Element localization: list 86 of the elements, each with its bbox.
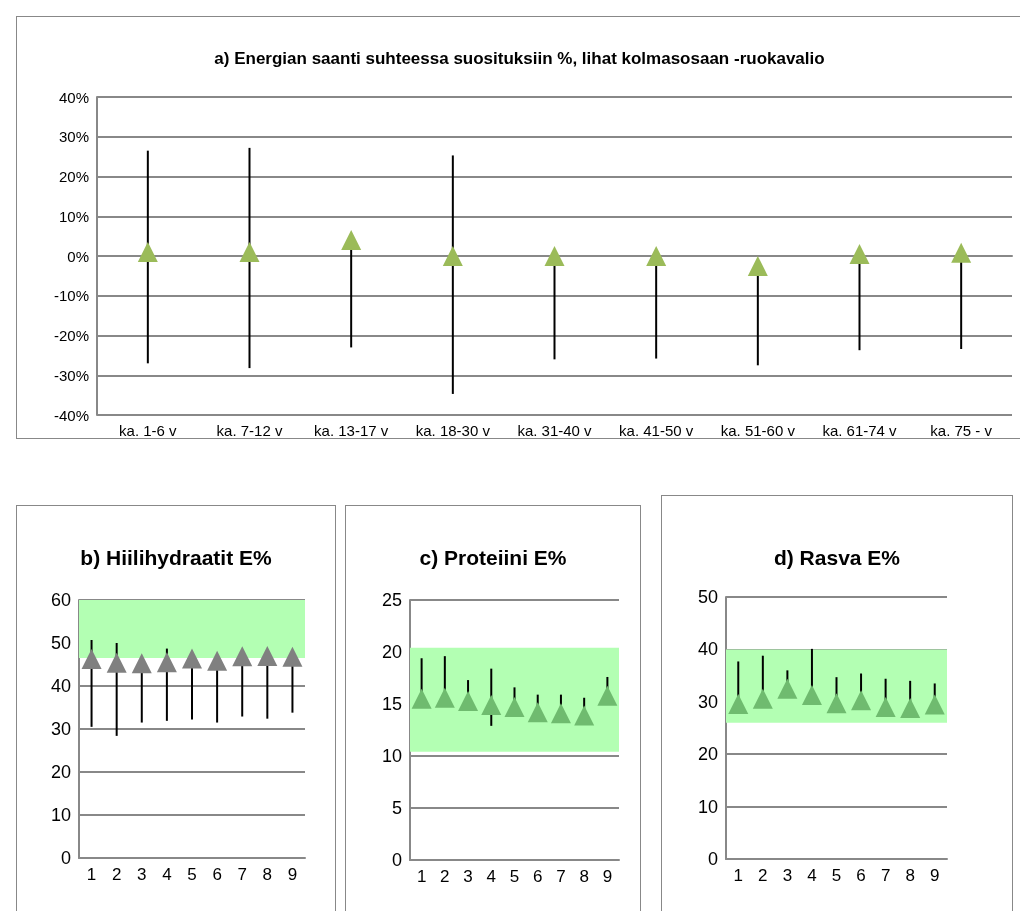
point xyxy=(851,690,872,711)
y-tick-label: 20 xyxy=(381,642,402,662)
x-tick-label: 1 xyxy=(733,866,744,885)
x-tick-label: ka. 41-50 v xyxy=(619,422,694,439)
chart-title: c) Proteiini E% xyxy=(419,546,567,569)
x-tick-label: 7 xyxy=(880,866,891,885)
point xyxy=(728,693,749,714)
x-tick-label: 1 xyxy=(86,865,97,884)
y-tick-label: 20 xyxy=(697,744,718,765)
point xyxy=(411,688,432,709)
point xyxy=(527,702,548,723)
y-tick-label: 30 xyxy=(50,719,71,739)
x-tick-label: 5 xyxy=(187,865,197,884)
y-tick-label: 0% xyxy=(67,247,89,265)
point xyxy=(434,687,455,708)
y-tick-label: 50 xyxy=(697,587,718,607)
x-tick-label: 5 xyxy=(831,866,842,885)
x-tick-label: 4 xyxy=(486,867,497,886)
x-tick-label: 3 xyxy=(463,867,473,886)
x-tick-label: 9 xyxy=(602,867,613,886)
x-tick-label: 7 xyxy=(556,867,566,886)
x-tick-label: 3 xyxy=(137,865,147,884)
y-tick-label: 0 xyxy=(391,850,402,870)
x-tick-label: ka. 13-17 v xyxy=(314,422,389,439)
y-tick-label: 10 xyxy=(381,746,402,766)
x-tick-label: 8 xyxy=(262,865,273,884)
x-tick-label: ka. 31-40 v xyxy=(517,422,593,439)
point xyxy=(875,697,896,718)
x-tick-label: ka. 51-60 v xyxy=(720,422,796,439)
y-tick-label: 0 xyxy=(707,849,718,869)
x-tick-label: 6 xyxy=(212,865,222,884)
x-tick-label: 2 xyxy=(111,865,122,884)
y-tick-label: 25 xyxy=(381,590,402,610)
y-tick-label: 10 xyxy=(697,796,718,817)
point xyxy=(801,684,822,705)
y-tick-label: -40% xyxy=(53,406,89,424)
x-tick-label: 9 xyxy=(287,865,298,884)
y-tick-label: 40 xyxy=(50,676,71,696)
x-tick-label: 1 xyxy=(416,867,427,886)
y-tick-label: -20% xyxy=(53,327,89,344)
y-tick-label: 5 xyxy=(391,798,402,818)
x-tick-label: 5 xyxy=(509,867,520,886)
point xyxy=(458,690,479,711)
y-tick-label: 10 xyxy=(50,805,71,825)
y-tick-label: 50 xyxy=(50,633,71,653)
y-tick-label: -10% xyxy=(53,287,89,305)
y-tick-label: -30% xyxy=(53,366,89,384)
y-tick-label: 40 xyxy=(697,639,718,660)
y-tick-label: 20 xyxy=(50,762,71,782)
x-tick-label: ka. 7-12 v xyxy=(216,422,283,439)
chart-title: a) Energian saanti suhteessa suosituksiin %, lihat kolmasosaan -ruokavalio xyxy=(214,49,825,68)
y-tick-label: 0 xyxy=(60,848,71,868)
x-tick-label: 7 xyxy=(237,865,247,884)
chart-title: b) Hiilihydraatit E% xyxy=(80,546,273,569)
y-tick-label: 10% xyxy=(58,207,89,225)
y-tick-label: 15 xyxy=(381,694,402,714)
point xyxy=(752,688,773,709)
point xyxy=(574,705,595,726)
x-tick-label: 4 xyxy=(162,865,172,884)
point xyxy=(777,678,798,699)
x-tick-label: 8 xyxy=(579,867,589,886)
x-tick-label: 4 xyxy=(807,866,817,885)
point xyxy=(900,698,921,719)
x-tick-label: 3 xyxy=(782,866,793,885)
x-tick-label: 2 xyxy=(758,866,768,885)
y-tick-label: 20% xyxy=(58,168,89,185)
point xyxy=(481,695,502,716)
x-tick-label: 6 xyxy=(856,866,866,885)
x-tick-label: 9 xyxy=(929,866,940,885)
x-tick-label: ka. 75 - v xyxy=(930,422,993,439)
x-tick-label: 8 xyxy=(905,866,915,885)
point xyxy=(597,685,618,706)
chart-title: d) Rasva E% xyxy=(773,546,901,569)
x-tick-label: ka. 1-6 v xyxy=(119,422,178,439)
x-tick-label: ka. 18-30 v xyxy=(415,422,491,439)
point xyxy=(826,693,847,714)
x-tick-label: ka. 61-74 v xyxy=(822,422,898,439)
y-tick-label: 30% xyxy=(58,128,89,146)
x-tick-label: 6 xyxy=(532,867,543,886)
y-tick-label: 40% xyxy=(58,88,89,106)
y-tick-label: 30 xyxy=(697,691,718,712)
point xyxy=(550,703,571,724)
x-tick-label: 2 xyxy=(440,867,450,886)
point xyxy=(924,694,945,715)
point xyxy=(504,697,525,718)
y-tick-label: 60 xyxy=(50,590,71,610)
